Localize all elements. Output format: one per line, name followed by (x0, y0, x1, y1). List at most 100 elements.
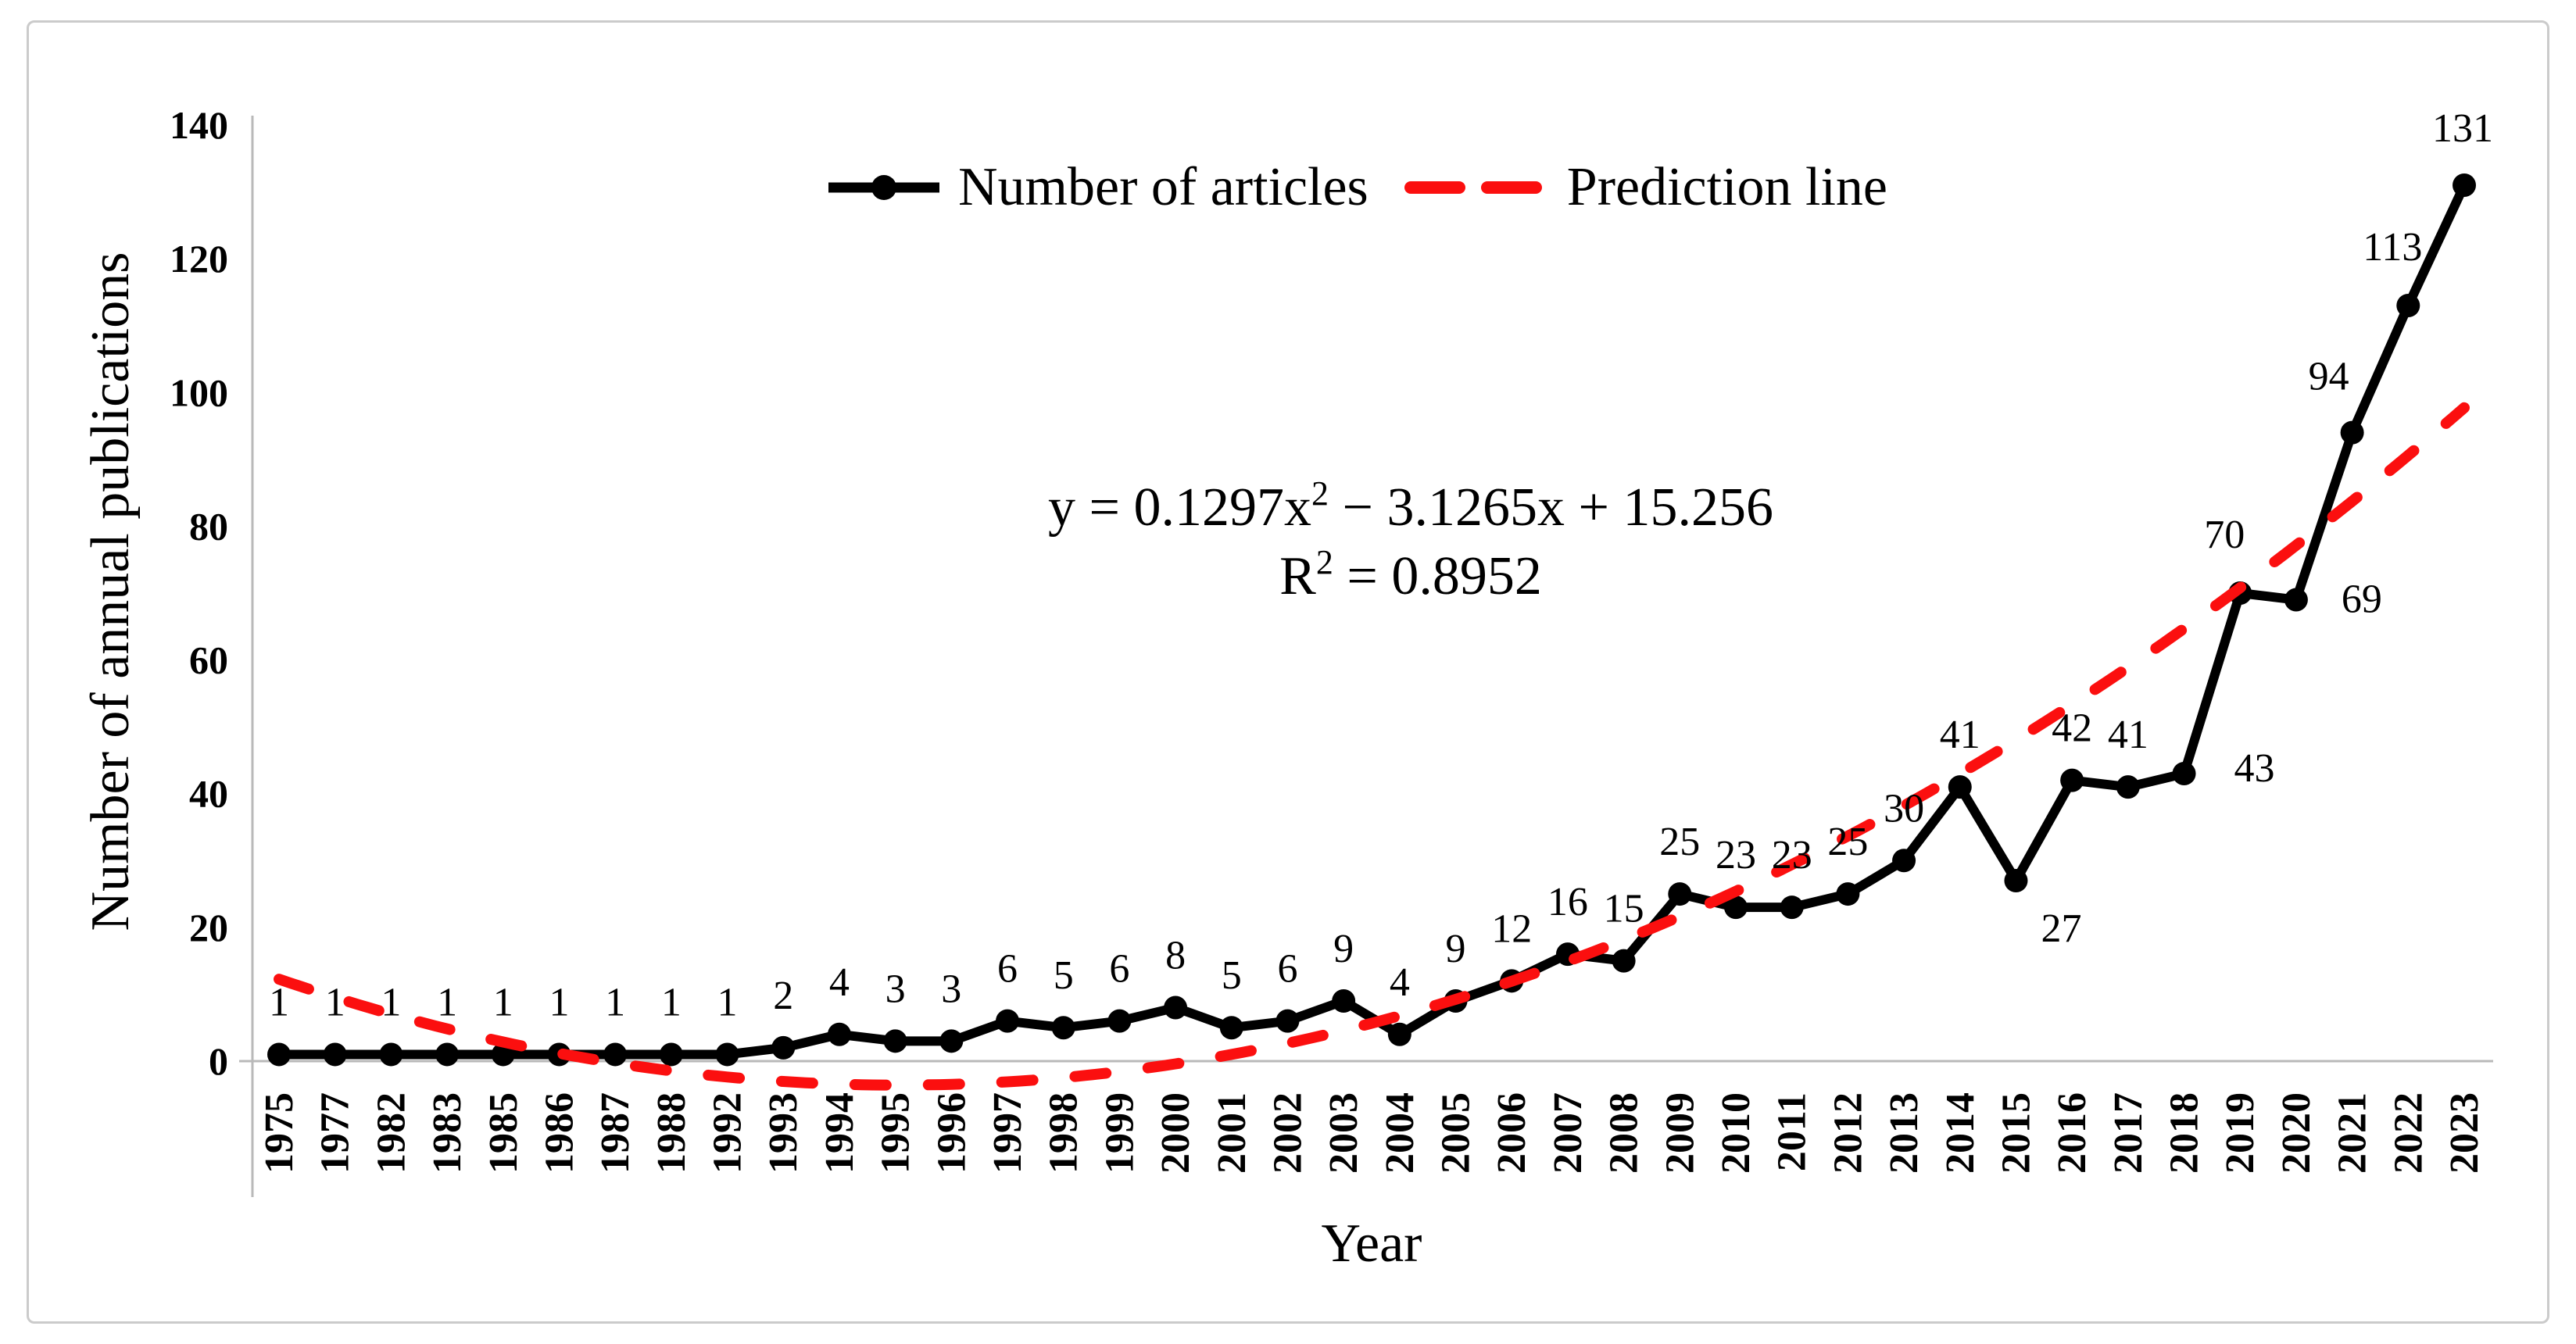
data-point-marker (2284, 588, 2308, 612)
articles-series-swatch (828, 175, 939, 200)
data-point-label: 8 (1165, 934, 1186, 978)
data-point-label: 3 (886, 967, 906, 1011)
data-point-marker (435, 1042, 460, 1067)
data-point-label: 4 (829, 960, 850, 1005)
year-tick-label: 1977 (313, 1092, 358, 1174)
data-point-marker (267, 1042, 291, 1067)
year-tick-label: 2020 (2274, 1092, 2319, 1174)
articles-series (267, 173, 2476, 1067)
x-axis-title: Year (1321, 1214, 1422, 1274)
data-point-marker (323, 1042, 347, 1067)
data-point-label: 15 (1604, 887, 1644, 931)
r-squared-prefix: R (1279, 546, 1316, 606)
data-point-marker (771, 1035, 796, 1060)
data-point-label: 41 (2108, 713, 2148, 757)
y-tick-label: 0 (209, 1039, 228, 1083)
data-point-marker (1668, 882, 1692, 906)
data-point-label: 1 (325, 980, 345, 1024)
legend-label-prediction: Prediction line (1566, 157, 1887, 217)
data-point-marker (1780, 895, 1804, 920)
r-squared-line: R2 = 0.8952 (1000, 542, 1821, 611)
year-tick-label: 2016 (2050, 1092, 2095, 1174)
data-point-label: 2 (773, 974, 793, 1018)
year-tick-label: 2007 (1546, 1092, 1590, 1174)
data-point-marker (1724, 895, 1748, 920)
data-point-marker (1612, 949, 1636, 973)
y-tick-label: 140 (170, 103, 228, 147)
data-point-label: 1 (549, 980, 569, 1024)
data-point-label: 23 (1716, 833, 1756, 878)
y-tick-label: 40 (189, 772, 228, 816)
data-point-marker (1275, 1009, 1300, 1033)
data-point-marker (1387, 1022, 1411, 1046)
year-tick-label: 1998 (1042, 1092, 1086, 1174)
year-tick-label: 2004 (1378, 1092, 1422, 1174)
equation-exponent: 2 (1311, 474, 1329, 513)
year-tick-label: 2010 (1714, 1092, 1758, 1174)
data-point-label: 30 (1884, 786, 1924, 831)
y-tick-label: 100 (170, 370, 228, 414)
data-point-marker (1892, 849, 1916, 873)
data-point-label: 41 (1940, 713, 1980, 757)
year-tick-label: 1996 (929, 1092, 974, 1174)
data-point-label: 69 (2342, 577, 2382, 622)
data-point-label: 9 (1333, 927, 1354, 971)
data-point-label: 6 (1109, 947, 1129, 992)
trendline-equation: y = 0.1297x2 − 3.1265x + 15.256 R2 = 0.8… (1000, 474, 1821, 611)
data-point-label: 4 (1390, 960, 1410, 1005)
y-tick-label: 60 (189, 638, 228, 682)
data-point-marker (1948, 775, 1972, 799)
articles-swatch-marker (871, 175, 896, 200)
year-tick-label: 2018 (2163, 1092, 2207, 1174)
data-point-marker (1332, 988, 1356, 1013)
data-point-label: 25 (1659, 820, 1700, 864)
data-point-label: 1 (493, 980, 513, 1024)
data-point-marker (1051, 1016, 1075, 1040)
year-tick-label: 1999 (1097, 1092, 1142, 1174)
data-point-label: 1 (269, 980, 289, 1024)
chart-legend: Number of articles Prediction line (825, 153, 1887, 222)
data-point-label: 16 (1547, 880, 1588, 924)
data-point-label: 6 (997, 947, 1018, 992)
year-tick-label: 2021 (2331, 1092, 2375, 1174)
articles-line (279, 183, 2469, 1060)
year-tick-label: 1987 (593, 1092, 638, 1174)
data-point-label: 23 (1772, 833, 1812, 878)
data-point-label: 94 (2309, 355, 2349, 399)
data-point-label: 42 (2052, 706, 2092, 751)
data-point-marker (2453, 173, 2476, 198)
equation-suffix: − 3.1265x + 15.256 (1329, 477, 1773, 538)
year-tick-label: 2001 (1210, 1092, 1254, 1174)
year-tick-label: 1988 (649, 1092, 694, 1174)
prediction-trendline (274, 402, 2470, 1091)
year-tick-label: 1985 (481, 1092, 526, 1174)
year-tick-label: 1997 (986, 1092, 1030, 1174)
data-point-label: 9 (1446, 927, 1466, 971)
data-point-marker (2004, 868, 2028, 892)
y-tick-label: 120 (170, 237, 228, 281)
year-tick-label: 2008 (1602, 1092, 1647, 1174)
data-point-label: 1 (605, 980, 625, 1024)
y-axis-title: Number of annual publications (80, 252, 141, 931)
data-point-label: 6 (1277, 947, 1297, 992)
equation-prefix: y = 0.1297x (1048, 477, 1311, 538)
x-axis-tick-labels: 1975 1977 1982 1983 1985 1986 1987 1988 1992 1993… (257, 1092, 2487, 1174)
data-point-marker (2396, 294, 2420, 318)
data-point-label: 113 (2363, 225, 2422, 270)
legend-label-articles: Number of articles (958, 157, 1368, 217)
data-point-marker (2060, 768, 2084, 792)
data-point-marker (2172, 762, 2196, 786)
data-point-marker (1107, 1009, 1132, 1033)
data-point-marker (2340, 420, 2364, 445)
data-point-marker (2116, 775, 2140, 799)
y-tick-label: 80 (189, 504, 228, 548)
data-point-marker (379, 1042, 403, 1067)
data-point-label: 27 (2041, 906, 2081, 951)
year-tick-label: 2005 (1434, 1092, 1479, 1174)
data-point-marker (939, 1029, 964, 1053)
year-tick-label: 1995 (874, 1092, 918, 1174)
year-tick-label: 1994 (818, 1092, 862, 1174)
year-tick-label: 1992 (706, 1092, 750, 1174)
